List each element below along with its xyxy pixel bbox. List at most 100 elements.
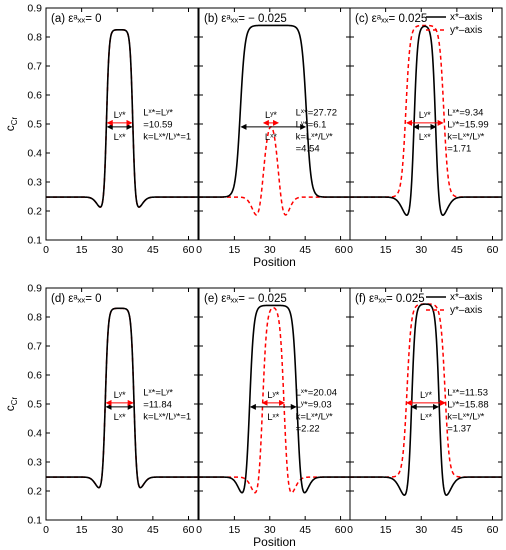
plot-frame [45, 7, 199, 241]
chart-panel-5: 0 15 30 45 60 (e) εᵃₓₓ= − 0.025 Lʸ* Lˣ* Lˣ*=20.0… [196, 287, 351, 536]
plot-frame [198, 7, 351, 241]
panel-label: (b) εᵃₓₓ= − 0.025 [204, 13, 287, 25]
annotation-line: Lˣ*=Lʸ* [143, 107, 173, 118]
x-tick-label: 60 [183, 244, 195, 256]
x-tick-label: 15 [380, 524, 392, 536]
x-tick-label: 45 [451, 524, 463, 536]
y-axis-title: cCr [3, 396, 19, 411]
width-label-x: Lˣ* [114, 132, 126, 143]
x-tick-label: 30 [264, 524, 276, 536]
y-tick-label: 0.4 [27, 428, 42, 440]
x-tick-label: 0 [347, 244, 353, 256]
x-tick-label: 45 [147, 524, 159, 536]
annotation-line: =10.59 [143, 119, 172, 130]
chart-panel-4: 0 15 30 45 60 0.1 0.2 0.3 0.4 0.5 0.6 0.7 0.8 0.9 (d) … [27, 283, 199, 536]
legend-label-x: x*–axis [450, 292, 482, 303]
y-tick-label: 0.3 [27, 177, 42, 189]
y-tick-label: 0.6 [27, 370, 42, 382]
y-tick-label: 0.8 [27, 32, 42, 44]
y-tick-label: 0.2 [27, 486, 42, 498]
annotation-line: =2.22 [296, 423, 320, 434]
series-line-x-axis [350, 25, 502, 216]
annotation-line: =4.54 [296, 143, 320, 154]
annotation-line: =11.84 [143, 399, 172, 410]
width-label-y: Lʸ* [419, 110, 431, 121]
series-line-x-axis [199, 24, 350, 198]
y-tick-label: 0.8 [27, 312, 42, 324]
width-label-y: Lʸ* [114, 390, 126, 401]
x-tick-label: 0 [347, 524, 353, 536]
x-axis-title: Position [253, 255, 296, 269]
chart-panel-1: 0 15 30 45 60 0.1 0.2 0.3 0.4 0.5 0.6 0.7 0.8 0.9 (a) … [27, 3, 199, 256]
width-label-y: Lʸ* [114, 110, 126, 121]
annotation-line: Lˣ*=9.34 [447, 107, 483, 118]
x-axis-title: Position [253, 535, 296, 549]
x-tick-label: 0 [43, 244, 49, 256]
series-line-y-axis [199, 307, 350, 494]
y-tick-label: 0.4 [27, 148, 42, 160]
x-tick-label: 45 [451, 244, 463, 256]
x-tick-label: 45 [299, 244, 311, 256]
width-label-y: Lʸ* [267, 390, 279, 401]
y-tick-label: 0.6 [27, 90, 42, 102]
x-tick-label: 45 [147, 244, 159, 256]
panel-label: (c) εᵃₓₓ= 0.025 [355, 13, 427, 25]
y-axis-title-sub: Cr [10, 396, 19, 405]
x-tick-label: 30 [264, 244, 276, 256]
annotation-line: Lʸ*=9.03 [296, 399, 332, 410]
annotation-line: Lˣ*=27.72 [296, 107, 337, 118]
x-tick-label: 60 [335, 524, 347, 536]
width-label-y: Lʸ* [420, 390, 432, 401]
x-tick-label: 60 [487, 524, 499, 536]
x-tick-label: 30 [111, 524, 123, 536]
series-line-x-axis [350, 303, 502, 497]
annotation-line: =1.71 [447, 143, 471, 154]
x-tick-label: 60 [487, 244, 499, 256]
legend-label-y: y*–axis [450, 305, 482, 316]
series-line-x-axis [46, 28, 198, 208]
annotation-line: Lˣ*=Lʸ* [143, 387, 173, 398]
width-label-y: Lʸ* [265, 110, 277, 121]
y-axis-title-sub: Cr [10, 116, 19, 125]
annotation-line: Lˣ*=11.53 [447, 387, 488, 398]
x-tick-label: 15 [76, 244, 88, 256]
annotation-line: Lʸ*=6.1 [296, 119, 327, 130]
x-tick-label: 45 [299, 524, 311, 536]
y-tick-label: 0.7 [27, 61, 42, 73]
x-tick-label: 15 [380, 244, 392, 256]
width-label-x: Lˣ* [420, 412, 432, 423]
legend-label-y: y*–axis [450, 25, 482, 36]
x-tick-label: 30 [415, 524, 427, 536]
y-axis-title-main: c [3, 125, 17, 131]
y-axis-title: cCr [3, 116, 19, 131]
y-tick-label: 0.1 [27, 515, 42, 527]
x-tick-label: 15 [229, 244, 241, 256]
width-label-x: Lˣ* [265, 132, 277, 143]
annotation-line: =1.37 [447, 423, 471, 434]
x-tick-label: 0 [196, 524, 202, 536]
x-tick-label: 0 [43, 524, 49, 536]
annotation-line: k=Lˣ*/Lʸ*=1 [143, 131, 191, 142]
x-tick-label: 60 [183, 524, 195, 536]
annotation-line: Lʸ*=15.99 [447, 119, 488, 130]
x-tick-label: 30 [415, 244, 427, 256]
y-tick-label: 0.2 [27, 206, 42, 218]
series-line-x-axis [199, 304, 350, 494]
panel-label: (f) εᵃₓₓ= 0.025 [355, 293, 425, 305]
y-tick-label: 0.7 [27, 341, 42, 353]
plot-frame [45, 287, 199, 521]
x-tick-label: 15 [229, 524, 241, 536]
y-tick-label: 0.5 [27, 119, 42, 131]
chart-panel-2: 0 15 30 45 60 (b) εᵃₓₓ= − 0.025 Lʸ* Lˣ* Lˣ*=27.7… [196, 7, 351, 256]
x-tick-label: 0 [196, 244, 202, 256]
width-label-x: Lˣ* [419, 132, 431, 143]
y-tick-label: 0.9 [27, 283, 42, 295]
width-label-x: Lˣ* [114, 412, 126, 423]
annotation-line: Lʸ*=15.88 [447, 399, 488, 410]
x-tick-label: 60 [335, 244, 347, 256]
y-axis-title-main: c [3, 405, 17, 411]
annotation-line: k=Lˣ*/Lʸ*=1 [143, 411, 191, 422]
y-tick-label: 0.1 [27, 235, 42, 247]
series-line-x-axis [46, 307, 198, 489]
